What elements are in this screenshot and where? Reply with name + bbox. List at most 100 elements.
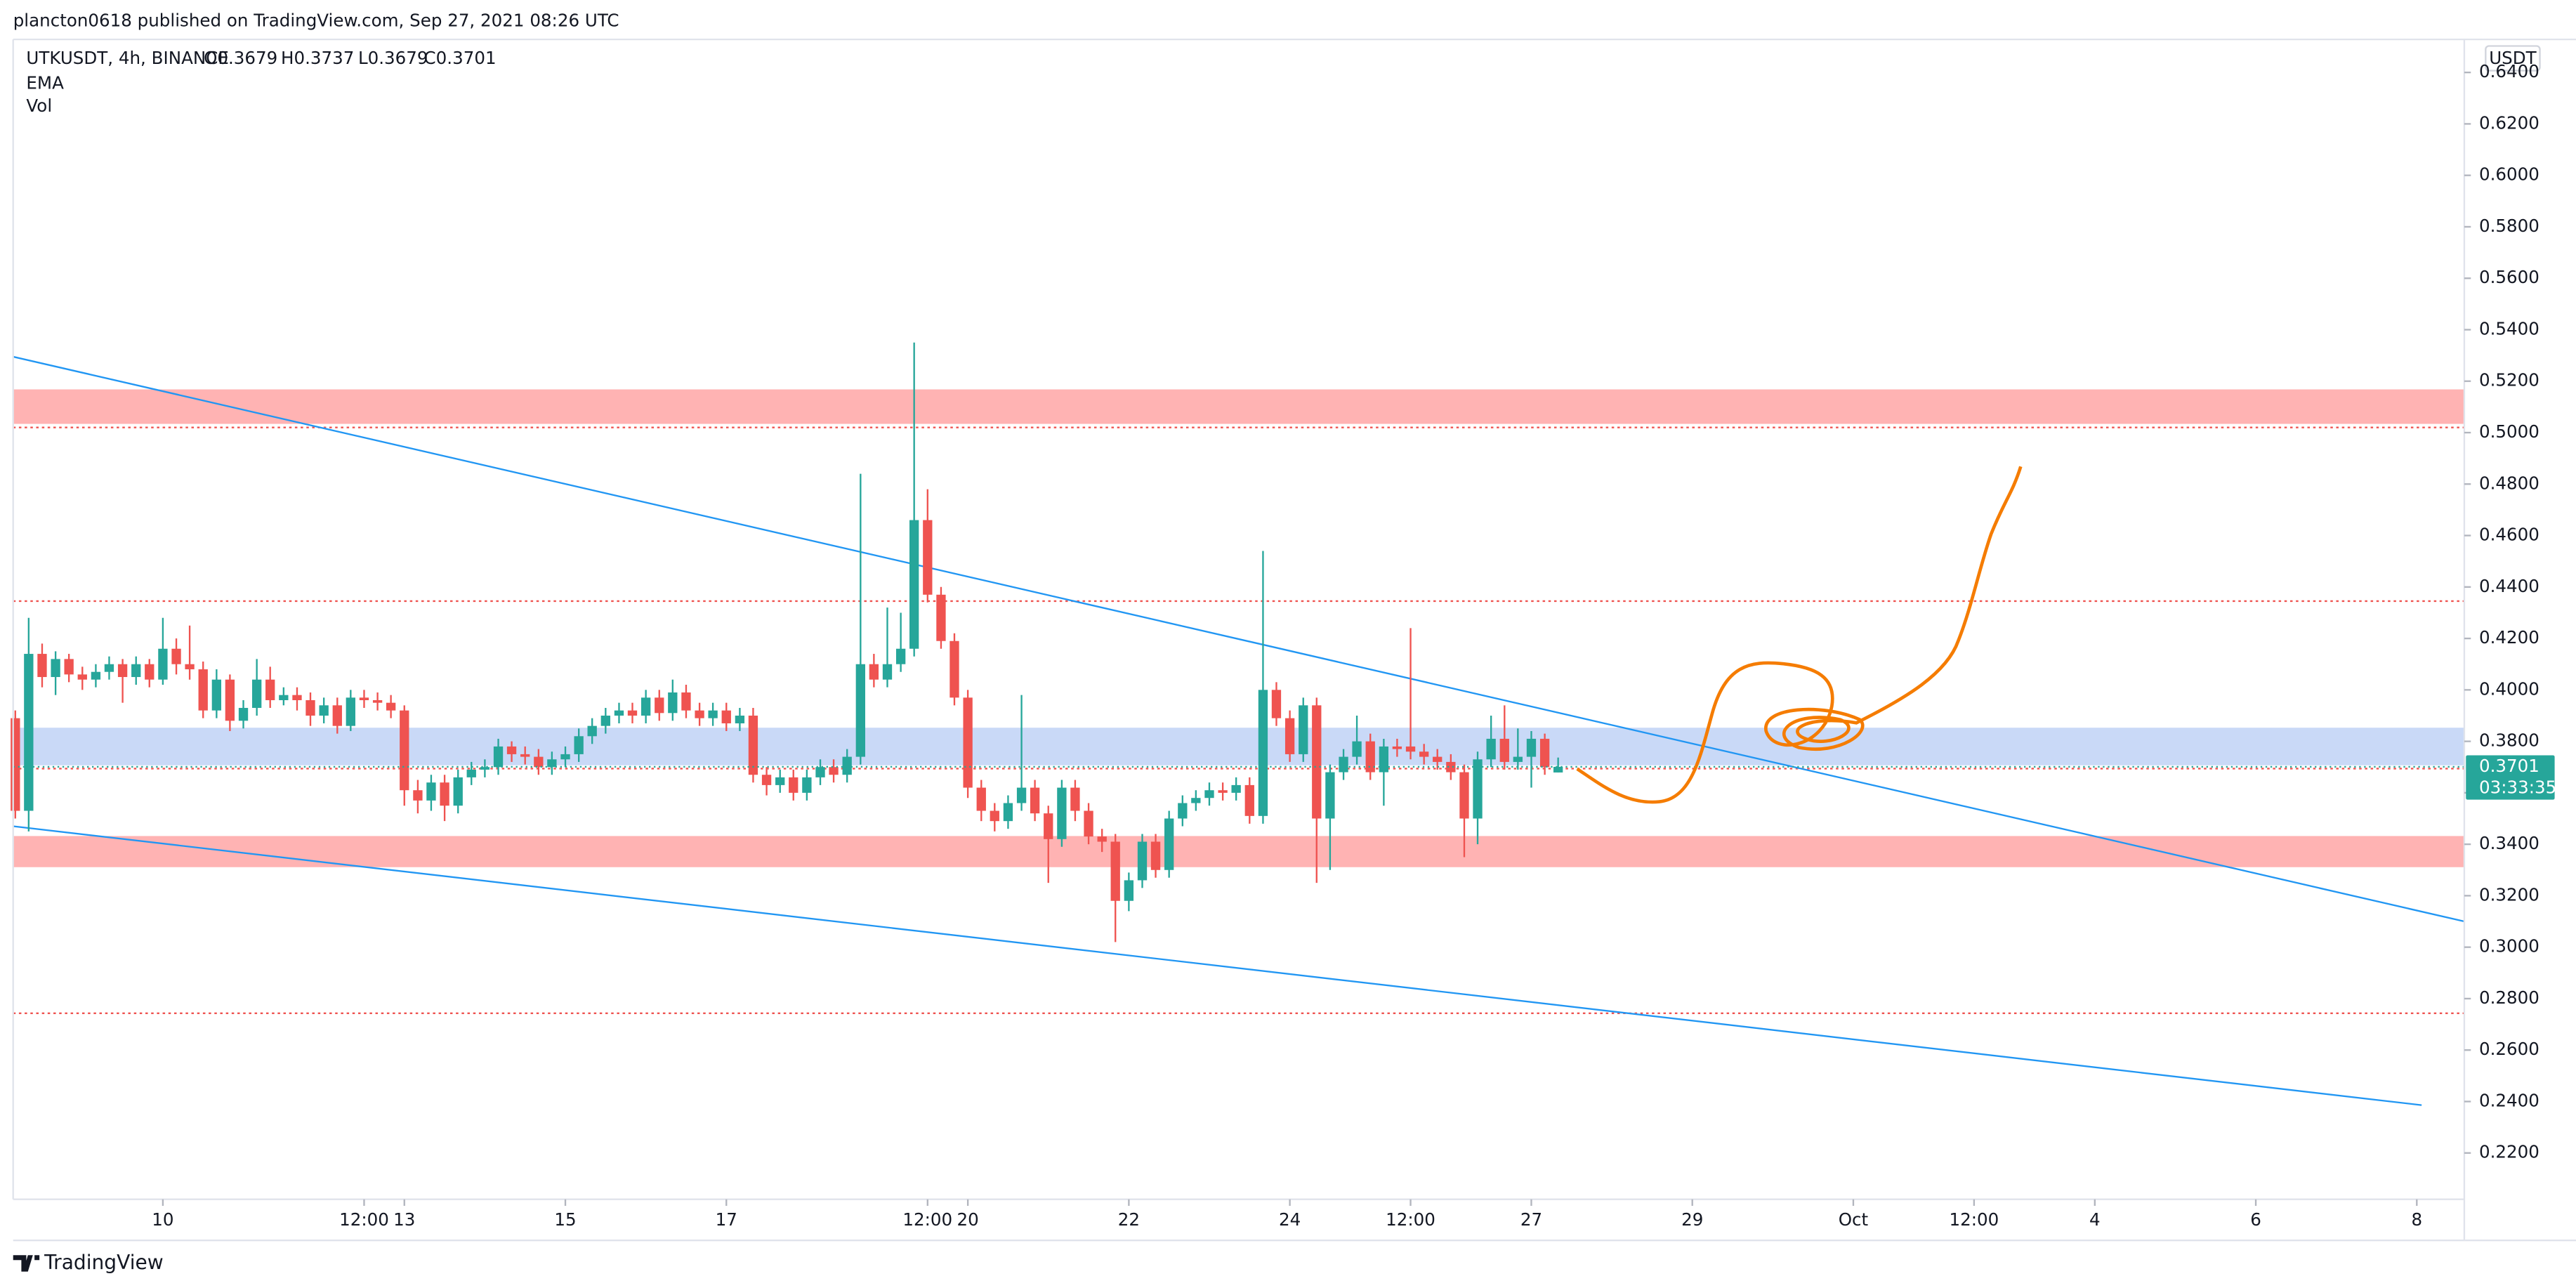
candle-body xyxy=(1137,841,1148,881)
candle-body xyxy=(279,695,289,700)
candle-body xyxy=(587,725,597,737)
candle-body xyxy=(681,692,691,711)
candle-body xyxy=(627,710,638,716)
y-tick-label: 0.3800 xyxy=(2479,730,2539,751)
candle-body xyxy=(131,664,141,678)
candle-body xyxy=(1003,803,1013,822)
indicator[interactable]: EMA xyxy=(26,72,64,93)
y-tick-label: 0.6400 xyxy=(2479,61,2539,81)
drawing-annotation xyxy=(1576,466,2023,804)
candle-body xyxy=(506,746,517,754)
candle-body xyxy=(466,769,476,777)
candle-body xyxy=(332,705,342,726)
candle-body xyxy=(1030,787,1040,814)
candle-body xyxy=(1244,784,1254,816)
candle-body xyxy=(1178,803,1188,819)
candle-body xyxy=(547,759,557,768)
candle-body xyxy=(1271,690,1282,718)
candle-body xyxy=(1379,746,1389,773)
footer-brand: TradingView xyxy=(44,1251,164,1274)
x-tick-label: 8 xyxy=(2411,1209,2422,1230)
candle-body xyxy=(117,664,128,678)
candle-body xyxy=(1339,756,1348,773)
candle-body xyxy=(1204,790,1214,799)
y-tick-label: 0.2800 xyxy=(2479,987,2539,1008)
candle-body xyxy=(829,767,839,775)
candle-body xyxy=(1016,787,1027,803)
currency-box[interactable] xyxy=(2485,45,2541,72)
candle-body xyxy=(104,664,114,672)
y-tick-label: 0.5400 xyxy=(2479,318,2539,339)
x-tick-label: Oct xyxy=(1839,1209,1869,1230)
currency[interactable]: USDT xyxy=(2489,48,2537,68)
candle-body xyxy=(252,679,262,708)
ohlc-open: O0.3679 xyxy=(204,48,277,68)
candle-body xyxy=(1164,818,1174,870)
y-tick-label: 0.4400 xyxy=(2479,576,2539,596)
candle-body xyxy=(761,775,772,785)
candle-body xyxy=(600,715,610,726)
candle-body xyxy=(400,710,409,791)
y-tick-label: 0.2400 xyxy=(2479,1090,2539,1110)
x-tick-label: 17 xyxy=(716,1209,737,1230)
candle-body xyxy=(91,671,101,680)
candle-body xyxy=(158,648,168,680)
candle-body xyxy=(1312,705,1322,819)
y-tick-label: 0.5600 xyxy=(2479,267,2539,287)
candle-body xyxy=(640,697,651,716)
y-tick-label: 0.3400 xyxy=(2479,833,2539,853)
candle-body xyxy=(1191,798,1201,803)
y-tick-label: 0.3200 xyxy=(2479,884,2539,905)
candle-body xyxy=(1365,741,1375,773)
y-tick-label: 0.4000 xyxy=(2479,678,2539,699)
candle-body xyxy=(1150,841,1161,870)
candle-body xyxy=(1299,705,1308,754)
x-tick-label: 4 xyxy=(2089,1209,2101,1230)
candle-body xyxy=(802,777,812,793)
candle-body xyxy=(198,669,208,711)
y-tick-label: 0.5800 xyxy=(2479,216,2539,236)
candle-body xyxy=(775,777,785,785)
candle-body xyxy=(145,664,155,680)
y-tick-label: 0.6200 xyxy=(2479,112,2539,133)
x-tick-label: 12:00 xyxy=(339,1209,389,1230)
candle-body xyxy=(963,697,973,788)
candle-body xyxy=(1419,751,1429,757)
candle-body xyxy=(1258,690,1268,816)
candle-body xyxy=(1526,738,1537,757)
candle-body xyxy=(346,697,355,726)
candle-body xyxy=(1231,784,1241,793)
candle-body xyxy=(923,520,933,595)
x-tick-label: 13 xyxy=(393,1209,415,1230)
candle-body xyxy=(1446,761,1456,773)
zone xyxy=(13,728,2464,765)
candle-body xyxy=(453,777,463,806)
y-tick-label: 0.6000 xyxy=(2479,164,2539,185)
candle-body xyxy=(440,782,449,806)
candle-body xyxy=(1486,738,1496,760)
x-tick-label: 15 xyxy=(554,1209,576,1230)
indicator[interactable]: Vol xyxy=(26,96,52,116)
candle-body xyxy=(1405,746,1416,752)
candle-body xyxy=(655,697,664,714)
x-tick-label: 27 xyxy=(1520,1209,1542,1230)
ohlc-high: H0.3737 xyxy=(281,48,354,68)
candle-body xyxy=(319,705,329,716)
candle-body xyxy=(520,754,530,757)
candle-body xyxy=(1553,766,1563,773)
candle-body xyxy=(869,664,879,680)
candle-body xyxy=(305,699,315,716)
x-tick-label: 12:00 xyxy=(1386,1209,1435,1230)
candle-body xyxy=(614,710,624,716)
candle-body xyxy=(1433,756,1443,762)
candle-body xyxy=(1070,787,1080,811)
x-tick-label: 10 xyxy=(152,1209,173,1230)
trend-line xyxy=(13,355,2465,923)
x-tick-label: 22 xyxy=(1118,1209,1140,1230)
y-tick-label: 0.2600 xyxy=(2479,1039,2539,1059)
candle-body xyxy=(721,710,731,723)
x-tick-label: 6 xyxy=(2250,1209,2261,1230)
y-tick-label: 0.5000 xyxy=(2479,421,2539,442)
y-tick-label: 0.2200 xyxy=(2479,1142,2539,1162)
